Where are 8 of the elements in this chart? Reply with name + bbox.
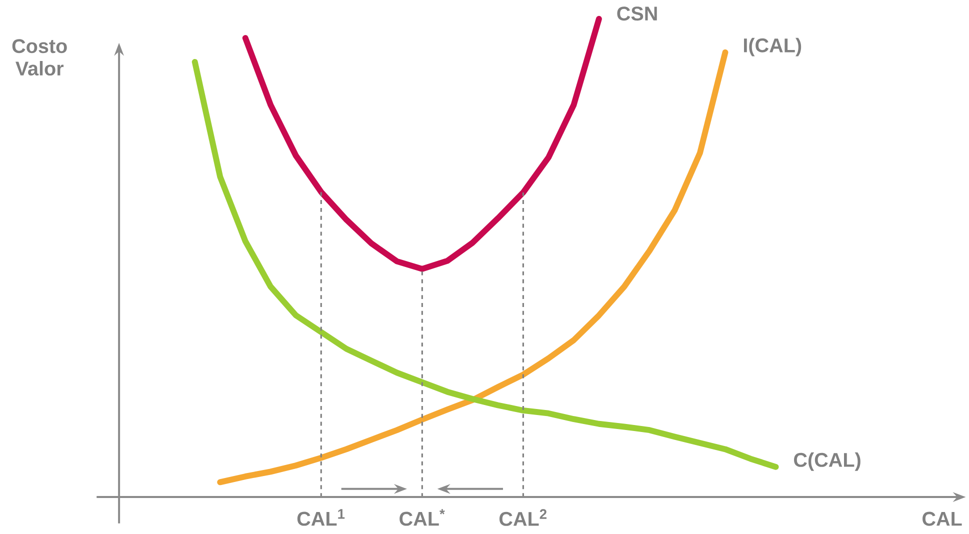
x-tick-label: CAL$^{2}$ (499, 509, 546, 526)
x-tick-label: CAL$^{*}$ (400, 509, 445, 526)
series-label: I(CAL) (744, 38, 802, 56)
series-label: C(CAL) (794, 452, 860, 472)
y-axis-title: Costo Valor (12, 39, 67, 76)
x-axis-title: CAL (922, 512, 962, 526)
x-tick-label: CAL$^{1}$ (297, 509, 345, 526)
series-label: CSN (617, 6, 657, 21)
